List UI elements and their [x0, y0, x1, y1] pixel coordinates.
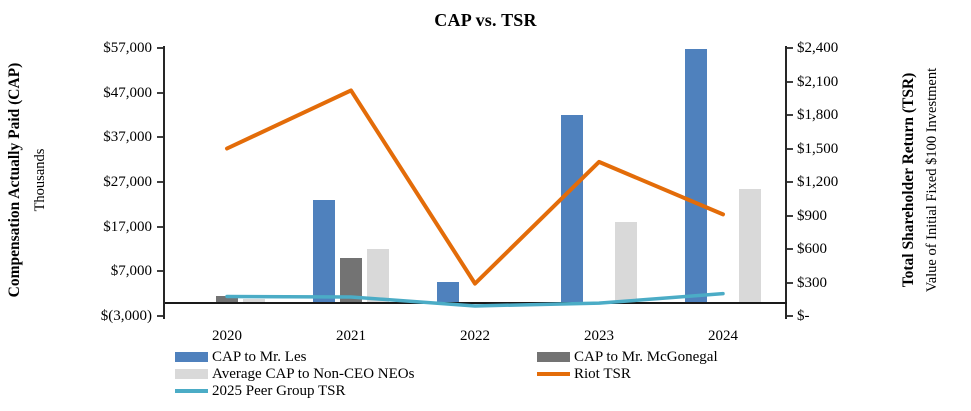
- left-axis-tick-label: $17,000: [103, 218, 152, 235]
- x-axis-label: 2021: [336, 328, 366, 344]
- left-axis-tick-label: $37,000: [103, 129, 152, 146]
- left-axis-tick-label: $47,000: [103, 84, 152, 101]
- line-riot-tsr: [225, 88, 725, 286]
- right-axis-tick: [787, 315, 793, 317]
- right-axis-tick: [787, 80, 793, 83]
- bar-cap-to-mr-les: [313, 199, 335, 303]
- left-axis-tick: [157, 225, 163, 228]
- left-axis-tick-label: $(3,000): [100, 308, 152, 324]
- x-axis-label: 2022: [460, 328, 490, 344]
- right-axis-tick-label: $1,800: [797, 107, 839, 123]
- legend-bar-swatch: [537, 352, 570, 362]
- left-axis-tick-label: $7,000: [110, 263, 152, 280]
- bar-average-cap-to-non-ceo-neos: [367, 249, 389, 303]
- bar-cap-to-mr-les: [561, 115, 583, 303]
- x-axis-label: 2024: [708, 328, 738, 344]
- left-axis-tick: [157, 47, 163, 49]
- bar-average-cap-to-non-ceo-neos: [615, 222, 637, 303]
- x-axis-label: 2020: [212, 328, 242, 344]
- legend-bar-swatch: [175, 352, 208, 362]
- left-axis-tick: [157, 136, 163, 139]
- bar-average-cap-to-non-ceo-neos: [739, 188, 761, 303]
- right-axis-tick: [787, 114, 793, 116]
- bar-cap-to-mr-les: [437, 282, 459, 303]
- right-axis-tick-label: $2,100: [797, 73, 839, 90]
- right-axis-tick-label: $1,200: [797, 174, 839, 190]
- left-axis-line: [163, 46, 165, 319]
- right-axis-tick-label: $300: [797, 274, 827, 291]
- legend-line-swatch: [537, 372, 570, 376]
- right-axis-tick-label: $1,500: [797, 140, 839, 157]
- left-axis-title: Compensation Actually Paid (CAP): [6, 62, 23, 298]
- legend-label: CAP to Mr. Les: [212, 349, 307, 365]
- left-axis-tick: [157, 181, 163, 183]
- right-axis-tick-label: $-: [797, 308, 810, 324]
- right-axis-tick: [787, 248, 793, 250]
- right-axis-tick-label: $900: [797, 207, 827, 224]
- legend-label: Average CAP to Non-CEO NEOs: [212, 366, 415, 382]
- legend-line-swatch: [175, 389, 208, 393]
- left-axis-subtitle: Thousands: [32, 148, 48, 212]
- line-2025-peer-group-tsr: [225, 291, 725, 308]
- right-axis-line: [785, 46, 787, 319]
- legend-label: 2025 Peer Group TSR: [212, 383, 346, 399]
- left-axis-tick-label: $27,000: [103, 174, 152, 190]
- legend-bar-swatch: [175, 369, 208, 379]
- right-axis-tick: [787, 147, 793, 150]
- bar-cap-to-mr-les: [685, 48, 707, 303]
- right-axis-subtitle: Value of Initial Fixed $100 Investment: [924, 67, 940, 293]
- left-axis-tick: [157, 91, 163, 94]
- bar-cap-to-mr-mcgonegal: [340, 257, 362, 303]
- right-axis-tick: [787, 214, 793, 217]
- right-axis-tick: [787, 47, 793, 49]
- right-axis-tick-label: $2,400: [797, 40, 839, 56]
- left-axis-tick: [157, 270, 163, 273]
- right-axis-tick-label: $600: [797, 241, 827, 257]
- right-axis-title: Total Shareholder Return (TSR): [900, 72, 917, 288]
- legend-label: Riot TSR: [574, 366, 631, 382]
- category-axis-line: [165, 301, 787, 304]
- left-axis-tick-label: $57,000: [103, 40, 152, 56]
- right-axis-tick: [787, 281, 793, 284]
- x-axis-label: 2023: [584, 328, 614, 344]
- legend-label: CAP to Mr. McGonegal: [574, 349, 718, 365]
- chart-title: CAP vs. TSR: [434, 10, 537, 30]
- left-axis-tick: [157, 315, 163, 317]
- right-axis-tick: [787, 181, 793, 183]
